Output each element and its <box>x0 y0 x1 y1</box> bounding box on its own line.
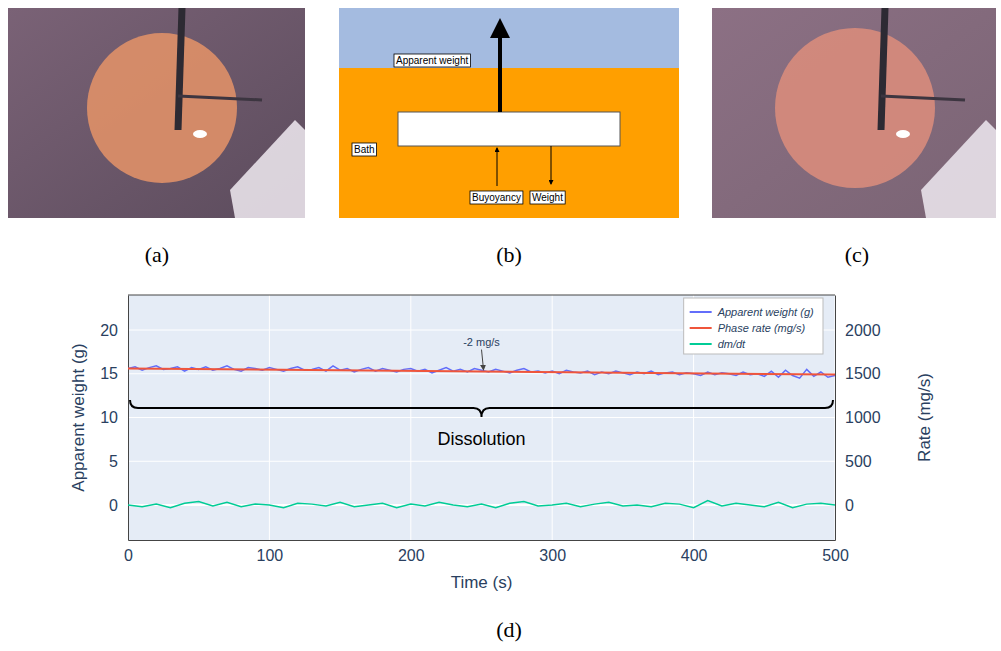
legend-box <box>684 298 823 354</box>
legend-swatch <box>690 343 712 345</box>
tick: 15 <box>100 365 128 382</box>
tick-label: 300 <box>539 547 566 564</box>
panel-label: (b) <box>496 242 522 267</box>
tick-label: 0 <box>124 547 133 564</box>
grid <box>128 295 835 540</box>
bath-label-box <box>352 143 377 156</box>
sample <box>398 112 620 146</box>
y-axis-title: Apparent weight (g) <box>69 343 88 491</box>
tick: 0 <box>109 497 128 514</box>
tick-label: 15 <box>100 365 118 382</box>
tick-label: 2000 <box>845 322 881 339</box>
y2-axis: 0 500 1000 1500 2000 <box>835 296 881 541</box>
white-object <box>921 120 996 218</box>
tick-label: 20 <box>100 322 118 339</box>
legend-swatch <box>690 327 712 329</box>
frame-top <box>128 295 835 296</box>
tick: 200 <box>398 540 425 564</box>
legend: Apparent weight (g) Phase rate (mg/s) dm/d… <box>684 298 823 354</box>
photo-panel <box>712 8 996 218</box>
legend-swatch <box>690 311 712 313</box>
reflection <box>896 130 910 138</box>
tick-label: 0 <box>845 497 854 514</box>
grid-line-x <box>128 295 129 540</box>
series-line <box>128 366 835 378</box>
weight-arrow <box>551 146 552 184</box>
data-lines <box>128 366 835 508</box>
rod-arm <box>178 96 262 100</box>
tick: 500 <box>822 540 849 564</box>
panel-label: (d) <box>496 617 522 642</box>
weight-label-box <box>530 191 565 204</box>
tick: 5 <box>109 453 128 470</box>
tick: 2000 <box>835 322 881 339</box>
tick: 10 <box>100 409 128 426</box>
legend-label: dm/dt <box>718 338 746 350</box>
photo-background <box>712 8 996 218</box>
white-object <box>230 120 305 218</box>
crucible-glow <box>87 33 237 183</box>
tick-label: 10 <box>100 409 118 426</box>
bath-label: Bath <box>354 144 375 155</box>
apparent-weight-arrow <box>498 22 502 112</box>
tick: 100 <box>257 540 284 564</box>
apparent-weight-label: Apparent weight <box>396 55 468 66</box>
tick: 0 <box>124 540 133 564</box>
tick-label: 400 <box>681 547 708 564</box>
crucible-glow <box>775 28 935 188</box>
buoyancy-label-box <box>470 191 523 204</box>
legend-label: Phase rate (mg/s) <box>718 322 806 334</box>
rod <box>881 8 885 130</box>
tick-label: 200 <box>398 547 425 564</box>
tick-label: 1000 <box>845 409 881 426</box>
bath <box>339 68 679 218</box>
tick: 20 <box>100 322 128 339</box>
panel-label: (a) <box>145 242 169 267</box>
annotation-arrow <box>482 350 484 370</box>
grid-line-y <box>128 461 835 462</box>
axis-line <box>129 540 836 541</box>
tick: 300 <box>539 540 566 564</box>
photo-panel <box>8 8 305 218</box>
rod <box>178 8 182 130</box>
tick-label: 500 <box>845 453 872 470</box>
buoyancy-arrow <box>497 148 498 186</box>
annotation: -2 mg/s <box>463 336 500 348</box>
bracket-label: Dissolution <box>437 429 525 449</box>
reflection <box>193 130 207 138</box>
annotation-background <box>461 335 502 349</box>
buoyancy-label: Buyoyancy <box>472 192 521 203</box>
series-line <box>128 501 835 508</box>
tick: 400 <box>681 540 708 564</box>
rod-arm <box>881 96 965 100</box>
x-axis: 0 100 200 300 400 500 <box>124 540 849 564</box>
tick-label: 100 <box>257 547 284 564</box>
weight-label: Weight <box>532 192 563 203</box>
tick-label: 500 <box>822 547 849 564</box>
x-axis-title: Time (s) <box>451 573 513 592</box>
grid-line-y <box>128 417 835 418</box>
apparent-weight-label-box <box>394 54 470 67</box>
tick: 1500 <box>835 365 881 382</box>
tick-label: 5 <box>109 453 118 470</box>
axis-line <box>835 296 836 541</box>
bracket <box>130 400 833 417</box>
plot-background <box>128 295 835 540</box>
photo-background <box>8 8 305 218</box>
panel-label: (c) <box>845 242 869 267</box>
series-line <box>128 369 835 375</box>
tick: 0 <box>835 497 854 514</box>
diagram: Apparent weight Bath Buyoyancy Weight <box>339 8 679 218</box>
tick: 500 <box>835 453 872 470</box>
air <box>339 8 679 68</box>
tick-label: 0 <box>109 497 118 514</box>
y-axis: 0 5 10 15 20 <box>100 296 128 541</box>
axis-line <box>128 296 129 541</box>
legend-label: Apparent weight (g) <box>717 306 814 318</box>
figure: Apparent weight Bath Buyoyancy Weight (a) (b)… <box>0 0 1001 651</box>
y2-axis-title: Rate (mg/s) <box>915 373 934 462</box>
tick: 1000 <box>835 409 881 426</box>
tick-label: 1500 <box>845 365 881 382</box>
